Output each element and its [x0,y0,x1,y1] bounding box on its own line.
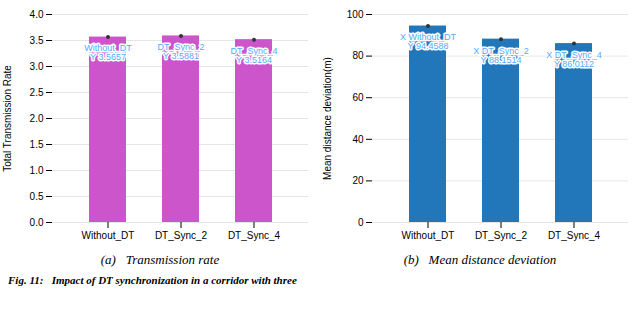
svg-text:20: 20 [352,175,364,186]
svg-text:40: 40 [352,134,364,145]
svg-text:0.0: 0.0 [30,217,44,228]
svg-text:DT_Sync_2: DT_Sync_2 [155,230,208,241]
svg-text:Without_DT: Without_DT [82,230,135,241]
svg-text:Without_DT: Without_DT [402,230,455,241]
svg-text:Total Transmission Rate: Total Transmission Rate [2,65,13,172]
svg-text:X Without_DTY 94.4588: X Without_DTY 94.4588 [400,32,457,51]
svg-text:DT_Sync_4: DT_Sync_4 [548,230,601,241]
svg-text:DT_Sync_4: DT_Sync_4 [228,230,281,241]
html-text:(b) Mean distance deviation: (b) Mean distance deviation [403,252,557,267]
svg-text:3.5: 3.5 [30,35,44,46]
svg-text:0: 0 [358,217,364,228]
svg-text:80: 80 [352,50,364,61]
svg-text:0.5: 0.5 [30,191,44,202]
svg-text:X DT_Sync_2Y 88.1514: X DT_Sync_2Y 88.1514 [473,46,529,65]
html-text:(a) Transmission rate: (a) Transmission rate [100,252,220,267]
svg-text:1.5: 1.5 [30,139,44,150]
html-text:Fig. 11: Impact of DT synchron: Fig. 11: Impact of DT synchronization in… [8,274,297,286]
svg-text:4.0: 4.0 [30,9,44,20]
svg-text:X DT_Sync_4Y 86.0112: X DT_Sync_4Y 86.0112 [546,50,602,69]
svg-text:DT_Sync_2Y 3.5881: DT_Sync_2Y 3.5881 [157,42,204,61]
svg-text:DT_Sync_2: DT_Sync_2 [475,230,528,241]
svg-text:2.5: 2.5 [30,87,44,98]
svg-text:Mean distance deviation(m): Mean distance deviation(m) [322,57,333,180]
svg-text:DT_Sync_4Y 3.5164: DT_Sync_4Y 3.5164 [230,46,277,65]
svg-text:1.0: 1.0 [30,165,44,176]
svg-text:2.0: 2.0 [30,113,44,124]
svg-text:Without_DTY 3.5657: Without_DTY 3.5657 [84,43,132,62]
svg-text:100: 100 [347,9,364,20]
svg-text:60: 60 [352,92,364,103]
svg-text:3.0: 3.0 [30,61,44,72]
